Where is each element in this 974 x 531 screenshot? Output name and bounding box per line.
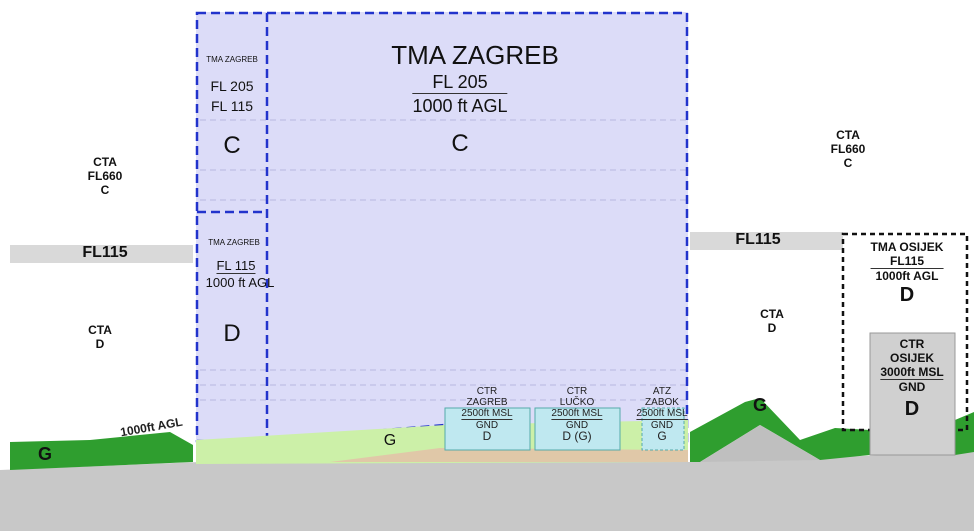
label: 2500ft MSL [461, 408, 512, 420]
label: 2500ft MSL [636, 408, 687, 420]
label: GND [880, 380, 943, 394]
fl-band: FL115 [735, 233, 780, 247]
class-g: G [384, 432, 396, 450]
tma-lower: 1000 ft AGL [206, 275, 275, 290]
label: OSIJEK [880, 351, 943, 365]
label: CTA [760, 307, 784, 321]
label: 2500ft MSL [551, 408, 602, 420]
tma-name: TMA ZAGREB [391, 40, 559, 71]
airspace-diagram: CTAFL660C FL115 CTAD 1000ft AGL G TMA ZA… [0, 0, 974, 531]
label: CTA [831, 128, 866, 142]
label: LUČKO [551, 397, 602, 408]
label: ZAGREB [461, 397, 512, 408]
label: D [880, 394, 943, 424]
tma-upper: FL 205 [210, 78, 253, 94]
label: D (G) [551, 431, 602, 442]
tma-lower: FL 115 [211, 98, 253, 114]
label: C [831, 156, 866, 170]
label: FL660 [88, 169, 123, 183]
label: CTA [88, 155, 123, 169]
tma-upper: FL 205 [412, 72, 507, 94]
label: C [88, 183, 123, 197]
tma-name: TMA ZAGREB [208, 238, 260, 247]
class-g: G [38, 447, 52, 461]
label: FL660 [831, 142, 866, 156]
label: ATZ [636, 386, 687, 397]
label: D [760, 321, 784, 335]
class-g: G [753, 398, 767, 412]
tma-class: C [223, 132, 240, 160]
label: CTR [461, 386, 512, 397]
fl-band: FL115 [82, 246, 127, 260]
label: TMA OSIJEK [871, 240, 944, 254]
tma-class: C [451, 130, 468, 158]
label: FL115 [871, 254, 944, 269]
tma-lower: 1000 ft AGL [412, 96, 507, 117]
label: CTR [551, 386, 602, 397]
label: 3000ft MSL [880, 365, 943, 380]
label: D [871, 283, 944, 307]
label: CTA [88, 323, 112, 337]
label: CTR [880, 337, 943, 351]
tma-upper: FL 115 [216, 258, 255, 274]
tma-class: D [223, 320, 240, 348]
label: ZABOK [636, 397, 687, 408]
label: G [636, 431, 687, 442]
label: 1000ft AGL [871, 269, 944, 283]
label: D [88, 337, 112, 351]
tma-name: TMA ZAGREB [206, 55, 258, 64]
label: D [461, 431, 512, 442]
